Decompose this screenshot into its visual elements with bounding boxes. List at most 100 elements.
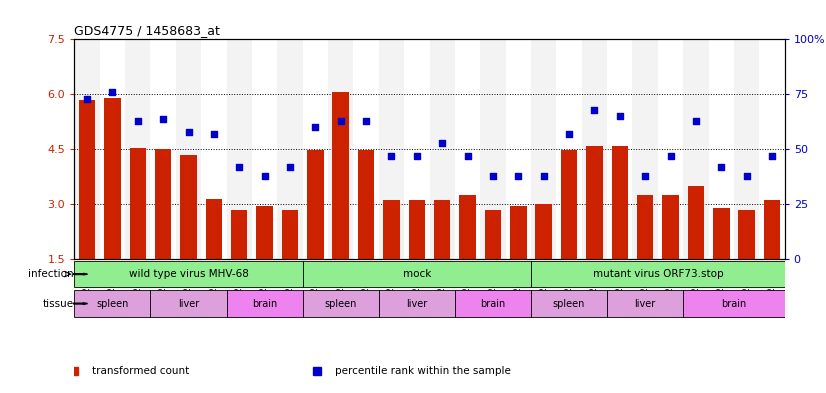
Bar bbox=[180, 155, 197, 259]
Text: brain: brain bbox=[721, 299, 747, 309]
Point bbox=[613, 113, 626, 119]
Bar bbox=[379, 39, 404, 259]
Bar bbox=[485, 210, 501, 259]
Bar bbox=[759, 39, 785, 259]
Bar bbox=[506, 39, 531, 259]
Point bbox=[588, 107, 601, 113]
Bar bbox=[404, 39, 430, 259]
Bar bbox=[409, 200, 425, 259]
Bar bbox=[657, 39, 683, 259]
Text: percentile rank within the sample: percentile rank within the sample bbox=[335, 366, 510, 376]
Point bbox=[106, 89, 119, 95]
Point bbox=[740, 173, 753, 179]
Point bbox=[182, 129, 195, 135]
Bar bbox=[130, 147, 146, 259]
Text: spleen: spleen bbox=[325, 299, 357, 309]
Point bbox=[359, 118, 373, 124]
Bar bbox=[764, 200, 781, 259]
Bar bbox=[637, 195, 653, 259]
Bar bbox=[611, 146, 628, 259]
Bar bbox=[683, 39, 709, 259]
Point bbox=[411, 153, 424, 159]
Bar bbox=[561, 150, 577, 259]
Bar bbox=[150, 290, 226, 317]
Text: spleen: spleen bbox=[553, 299, 586, 309]
Bar bbox=[683, 290, 785, 317]
Point bbox=[664, 153, 677, 159]
Bar bbox=[226, 290, 302, 317]
Bar bbox=[202, 39, 226, 259]
Bar bbox=[531, 261, 785, 287]
Text: infection: infection bbox=[28, 269, 74, 279]
Point bbox=[258, 173, 271, 179]
Bar bbox=[688, 186, 704, 259]
Bar bbox=[328, 39, 354, 259]
Text: wild type virus MHV-68: wild type virus MHV-68 bbox=[129, 269, 249, 279]
Bar bbox=[379, 290, 455, 317]
Point bbox=[689, 118, 702, 124]
Point bbox=[766, 153, 779, 159]
Bar bbox=[713, 208, 729, 259]
Bar bbox=[738, 210, 755, 259]
Text: brain: brain bbox=[481, 299, 506, 309]
Text: spleen: spleen bbox=[96, 299, 129, 309]
Bar bbox=[430, 39, 455, 259]
Point bbox=[309, 124, 322, 130]
Point bbox=[511, 173, 525, 179]
Bar bbox=[278, 39, 302, 259]
Point bbox=[563, 131, 576, 137]
Bar bbox=[383, 200, 400, 259]
Bar bbox=[480, 39, 506, 259]
Bar bbox=[282, 210, 298, 259]
Bar bbox=[531, 290, 607, 317]
Bar bbox=[78, 100, 95, 259]
Bar bbox=[354, 39, 379, 259]
Bar bbox=[226, 39, 252, 259]
Point bbox=[537, 173, 550, 179]
Bar bbox=[535, 204, 552, 259]
Bar bbox=[256, 206, 273, 259]
Bar bbox=[607, 39, 633, 259]
Bar bbox=[302, 39, 328, 259]
Bar bbox=[150, 39, 176, 259]
Point bbox=[435, 140, 449, 146]
Bar bbox=[531, 39, 557, 259]
Text: tissue: tissue bbox=[42, 299, 74, 309]
Point bbox=[714, 164, 728, 170]
Point bbox=[385, 153, 398, 159]
Point bbox=[461, 153, 474, 159]
Point bbox=[334, 118, 347, 124]
Bar bbox=[74, 290, 150, 317]
Bar bbox=[557, 39, 582, 259]
Bar bbox=[586, 146, 603, 259]
Bar bbox=[104, 98, 121, 259]
Bar bbox=[74, 39, 100, 259]
Bar bbox=[607, 290, 683, 317]
Text: mutant virus ORF73.stop: mutant virus ORF73.stop bbox=[592, 269, 723, 279]
Point bbox=[638, 173, 652, 179]
Bar bbox=[231, 210, 248, 259]
Point bbox=[131, 118, 145, 124]
Text: transformed count: transformed count bbox=[92, 366, 189, 376]
Bar bbox=[455, 290, 531, 317]
Bar bbox=[176, 39, 202, 259]
Point bbox=[487, 173, 500, 179]
Bar bbox=[125, 39, 150, 259]
Text: liver: liver bbox=[178, 299, 199, 309]
Bar bbox=[510, 206, 526, 259]
Bar bbox=[206, 199, 222, 259]
Text: liver: liver bbox=[634, 299, 656, 309]
Bar bbox=[302, 290, 379, 317]
Bar bbox=[358, 150, 374, 259]
Point bbox=[283, 164, 297, 170]
Bar bbox=[582, 39, 607, 259]
Bar bbox=[662, 195, 679, 259]
Bar bbox=[100, 39, 125, 259]
Point bbox=[233, 164, 246, 170]
Point bbox=[157, 116, 170, 122]
Bar bbox=[307, 150, 324, 259]
Text: GDS4775 / 1458683_at: GDS4775 / 1458683_at bbox=[74, 24, 221, 37]
Bar bbox=[252, 39, 278, 259]
Point bbox=[207, 131, 221, 137]
Bar bbox=[434, 200, 450, 259]
